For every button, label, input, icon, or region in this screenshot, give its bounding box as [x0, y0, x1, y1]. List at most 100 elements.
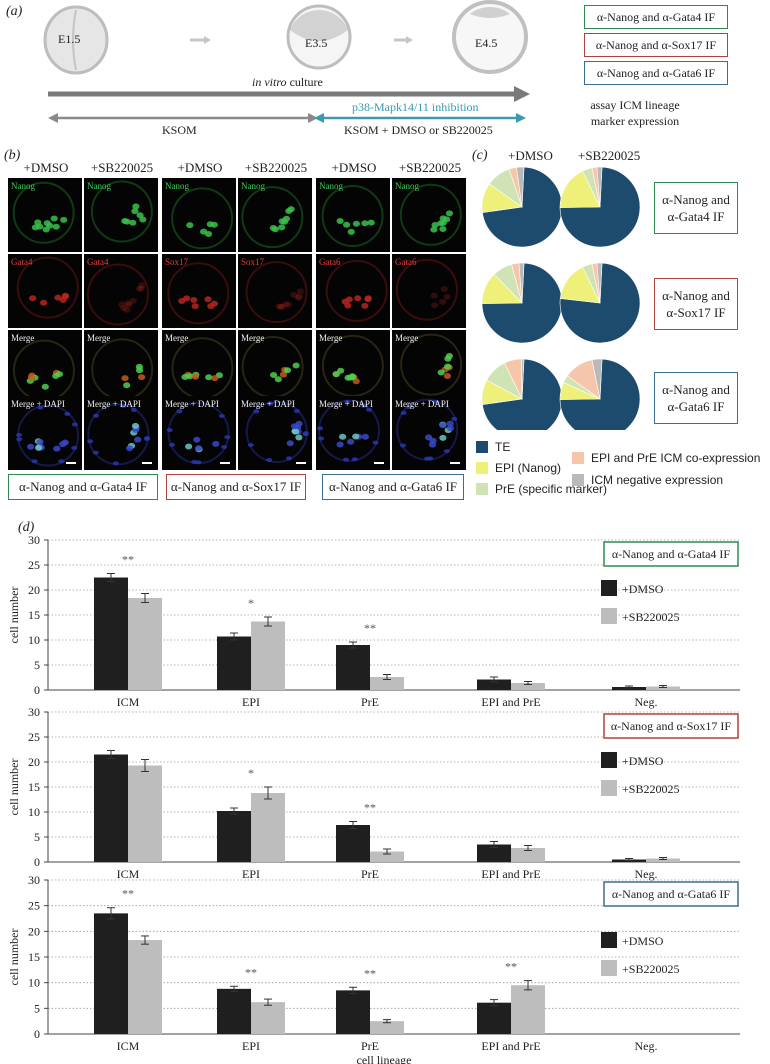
pie-col-head-dmso: +DMSO — [508, 148, 553, 163]
y-tick-label: 25 — [28, 730, 40, 744]
micrograph-label: Sox17 — [241, 257, 265, 267]
micrograph-label: Nanog — [241, 181, 265, 191]
significance-marker: * — [248, 596, 254, 610]
key-coexp: EPI and PrE ICM co-expression — [572, 451, 760, 465]
legend-label-dmso: +DMSO — [622, 582, 664, 596]
significance-marker: ** — [364, 966, 376, 980]
key-coexp-label: EPI and PrE ICM co-expression — [591, 451, 761, 465]
legend-label-dmso: +DMSO — [622, 934, 664, 948]
key-coexp-swatch — [572, 452, 584, 464]
micrograph-sox17-dmso-row3: Merge + DAPI — [162, 396, 236, 470]
micrograph-gata6-sb-row2: Merge — [392, 330, 466, 404]
micrograph-label: Nanog — [395, 181, 419, 191]
key-epi-label: EPI (Nanog) — [495, 461, 562, 475]
scale-bar — [220, 462, 230, 464]
scale-bar — [296, 462, 306, 464]
x-tick-label: EPI — [242, 1039, 260, 1053]
embryo-timeline-diagram — [43, 0, 530, 123]
significance-marker: ** — [245, 965, 257, 979]
bar-sb220025-epi-and-pre — [511, 683, 545, 690]
micrograph-gata6-dmso-row1: Gata6 — [316, 254, 390, 328]
significance-marker: ** — [122, 553, 134, 567]
micrograph-label: Gata6 — [395, 257, 417, 267]
micrograph-label: Merge — [395, 333, 419, 343]
x-tick-label: EPI — [242, 695, 260, 709]
micrograph-gata4-sb-row1: Gata4 — [84, 254, 158, 328]
bar-sb220025-epi-and-pre — [511, 848, 545, 862]
x-axis-label: cell lineage — [357, 1053, 412, 1064]
micrograph-label: Merge — [87, 333, 111, 343]
chart-title-box — [603, 881, 739, 907]
micrograph-gata6-dmso-row3: Merge + DAPI — [316, 396, 390, 470]
micrograph-sox17-sb-row1: Sox17 — [238, 254, 312, 328]
significance-marker: ** — [122, 887, 134, 901]
culture-label: in vitro culture — [252, 75, 323, 90]
y-tick-label: 20 — [28, 583, 40, 597]
legend-swatch-sb220025 — [601, 608, 617, 624]
x-tick-label: EPI and PrE — [481, 867, 540, 881]
bar-dmso-icm — [94, 913, 128, 1034]
y-tick-label: 0 — [34, 855, 40, 869]
pie-row-box-gata4: α-Nanog and α-Gata4 IF — [654, 182, 738, 234]
y-tick-label: 5 — [34, 658, 40, 672]
inhibition-label: p38-Mapk14/11 inhibition — [352, 100, 479, 114]
pie-slice-row2-col1-0 — [559, 358, 641, 430]
scale-bar — [142, 462, 152, 464]
chart-title-box — [603, 541, 739, 567]
assay-caption: assay ICM lineage marker expression — [590, 98, 680, 128]
legend-swatch-sb220025 — [601, 780, 617, 796]
y-tick-label: 30 — [28, 705, 40, 719]
micrograph-label: Merge — [319, 333, 343, 343]
key-te-swatch — [476, 441, 488, 453]
y-tick-label: 10 — [28, 633, 40, 647]
key-neg: ICM negative expression — [572, 473, 723, 487]
key-te: TE — [476, 440, 510, 454]
micrograph-gata4-dmso-row2: Merge — [8, 330, 82, 404]
bar-dmso-epi-and-pre — [477, 679, 511, 690]
panel-b-label: (b) — [4, 148, 21, 163]
y-tick-label: 0 — [34, 683, 40, 697]
stage-label-e1-5: E1.5 — [58, 32, 81, 46]
micrograph-sox17-dmso-row1: Sox17 — [162, 254, 236, 328]
micrograph-col-head-1: +SB220025 — [90, 160, 154, 175]
stage-label-e4-5: E4.5 — [475, 36, 498, 50]
bar-sb220025-epi — [251, 621, 285, 690]
y-tick-label: 5 — [34, 1001, 40, 1015]
pie-slice-row0-col1-1 — [559, 170, 601, 208]
micrograph-label: Merge — [11, 333, 35, 343]
bar-charts: 0 5 10 15 20 25 30 cell number ** ICM * EPI ** PrE EPI… — [7, 533, 740, 1064]
bar-sb220025-epi — [251, 793, 285, 862]
micrograph-gata6-dmso-row2: Merge — [316, 330, 390, 404]
micrograph-col-head-2: +DMSO — [177, 160, 223, 175]
y-tick-label: 30 — [28, 873, 40, 887]
significance-marker: ** — [364, 621, 376, 635]
bar-dmso-pre — [336, 645, 370, 690]
micrograph-label: Merge + DAPI — [395, 399, 449, 409]
pie-slice-row2-col1-4 — [591, 358, 603, 400]
micrograph-sox17-dmso-row2: Merge — [162, 330, 236, 404]
significance-marker: * — [248, 766, 254, 780]
micrograph-gata4-dmso-row3: Merge + DAPI — [8, 396, 82, 470]
scale-bar — [66, 462, 76, 464]
legend-swatch-dmso — [601, 932, 617, 948]
pie-slice-row0-col1-4 — [596, 166, 603, 208]
bar-sb220025-icm — [128, 598, 162, 690]
x-tick-label: ICM — [117, 1039, 140, 1053]
micrograph-gata6-sb-row1: Gata6 — [392, 254, 466, 328]
bar-sb220025-pre — [370, 1021, 404, 1034]
y-tick-label: 25 — [28, 899, 40, 913]
micrograph-label: Gata4 — [11, 257, 33, 267]
key-neg-label: ICM negative expression — [591, 473, 724, 487]
micrograph-label: Merge — [165, 333, 189, 343]
scale-bar — [374, 462, 384, 464]
pie-charts — [481, 166, 641, 430]
micrograph-gata6-dmso-row0: Nanog — [316, 178, 390, 252]
micrograph-label: Gata4 — [87, 257, 109, 267]
legend-label-sb220025: +SB220025 — [622, 962, 679, 976]
bar-dmso-icm — [94, 577, 128, 690]
key-epi: EPI (Nanog) — [476, 461, 561, 475]
micrograph-label: Nanog — [319, 181, 343, 191]
x-tick-label: EPI and PrE — [481, 695, 540, 709]
micrograph-label: Merge + DAPI — [319, 399, 373, 409]
bar-sb220025-epi — [251, 1002, 285, 1034]
